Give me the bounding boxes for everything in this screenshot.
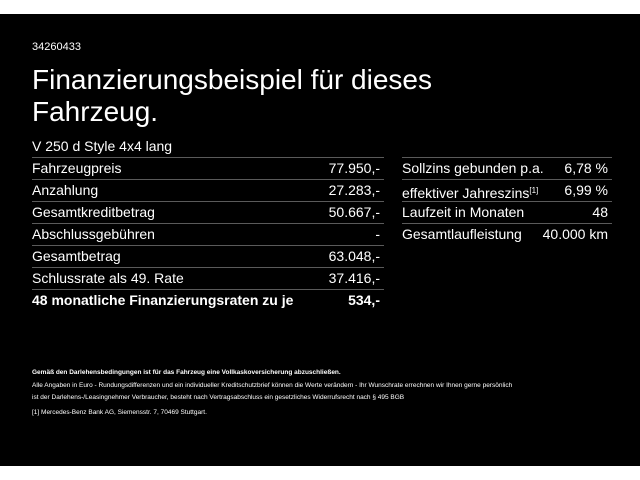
label-text: Abschlussgebühren — [32, 226, 155, 242]
table-row: Gesamtbetrag 63.048,- — [32, 245, 384, 268]
row-label: Sollzins gebunden p.a. — [402, 158, 544, 179]
footnote: [1] Mercedes-Benz Bank AG, Siemensstr. 7… — [32, 409, 207, 416]
row-label: Gesamtkreditbetrag — [32, 202, 155, 223]
label-text: Fahrzeugpreis — [32, 160, 122, 176]
table-row: Fahrzeugpreis 77.950,- — [32, 157, 384, 180]
row-label: 48 monatliche Finanzierungsraten zu je — [32, 290, 293, 311]
row-label: Laufzeit in Monaten — [402, 202, 524, 223]
label-text: Gesamtbetrag — [32, 248, 121, 264]
table-row: Laufzeit in Monaten 48 — [402, 201, 612, 224]
model: V 250 d Style 4x4 lang — [32, 138, 173, 154]
table-row: Schlussrate als 49. Rate 37.416,- — [32, 267, 384, 290]
row-label: Anzahlung — [32, 180, 98, 201]
row-value: 37.416,- — [328, 270, 380, 286]
row-label: Gesamtlaufleistung — [402, 224, 522, 245]
note: ist der Darlehens-/Leasingnehmer Verbrau… — [32, 394, 405, 401]
table-row: Sollzins gebunden p.a. 6,78 % — [402, 157, 612, 180]
row-label: Schlussrate als 49. Rate — [32, 268, 184, 289]
row-label: Fahrzeugpreis — [32, 158, 122, 179]
label-text: Laufzeit in Monaten — [402, 204, 525, 220]
label-text: 48 monatliche Finanzierungsraten zu je — [32, 292, 294, 308]
vehicle-id: 34260433 — [32, 41, 81, 53]
label-text: Gesamtkreditbetrag — [32, 204, 155, 220]
row-value: 77.950,- — [328, 160, 380, 176]
panel: 34260433 Finanzierungsbeispiel für diese… — [0, 14, 640, 466]
label-text: Gesamtlaufleistung — [402, 226, 522, 242]
row-value: 27.283,- — [328, 182, 380, 198]
row-value: 6,99 % — [564, 182, 608, 198]
row-value: 40.000 km — [542, 226, 608, 242]
note: Gemäß den Darlehensbedingungen ist für d… — [32, 369, 341, 376]
label-text: Sollzins gebunden p.a. — [402, 160, 544, 176]
row-label: effektiver Jahreszins[1] — [402, 180, 538, 204]
table-row: Gesamtkreditbetrag 50.667,- — [32, 201, 384, 224]
table-row: Abschlussgebühren - — [32, 223, 384, 246]
row-value: 534,- — [348, 292, 380, 308]
footnote-mark: [1] — [529, 186, 539, 195]
label-text: effektiver Jahreszins — [402, 185, 530, 201]
row-value: - — [375, 226, 380, 242]
row-value: 50.667,- — [328, 204, 380, 220]
label-text: Schlussrate als 49. Rate — [32, 270, 184, 286]
table-row: Anzahlung 27.283,- — [32, 179, 384, 202]
row-label: Gesamtbetrag — [32, 246, 121, 267]
row-value: 6,78 % — [564, 160, 608, 176]
row-value: 63.048,- — [328, 248, 380, 264]
row-value: 48 — [592, 204, 608, 220]
title: Fahrzeug. — [32, 96, 159, 127]
table-row: Gesamtlaufleistung 40.000 km — [402, 223, 612, 246]
row-label: Abschlussgebühren — [32, 224, 155, 245]
label-text: Anzahlung — [32, 182, 99, 198]
title: Finanzierungsbeispiel für dieses — [32, 64, 432, 95]
table-row: effektiver Jahreszins[1] 6,99 % — [402, 179, 612, 202]
note: Alle Angaben in Euro - Rundungsdifferenz… — [32, 382, 513, 389]
table-row: 48 monatliche Finanzierungsraten zu je 53… — [32, 289, 384, 312]
